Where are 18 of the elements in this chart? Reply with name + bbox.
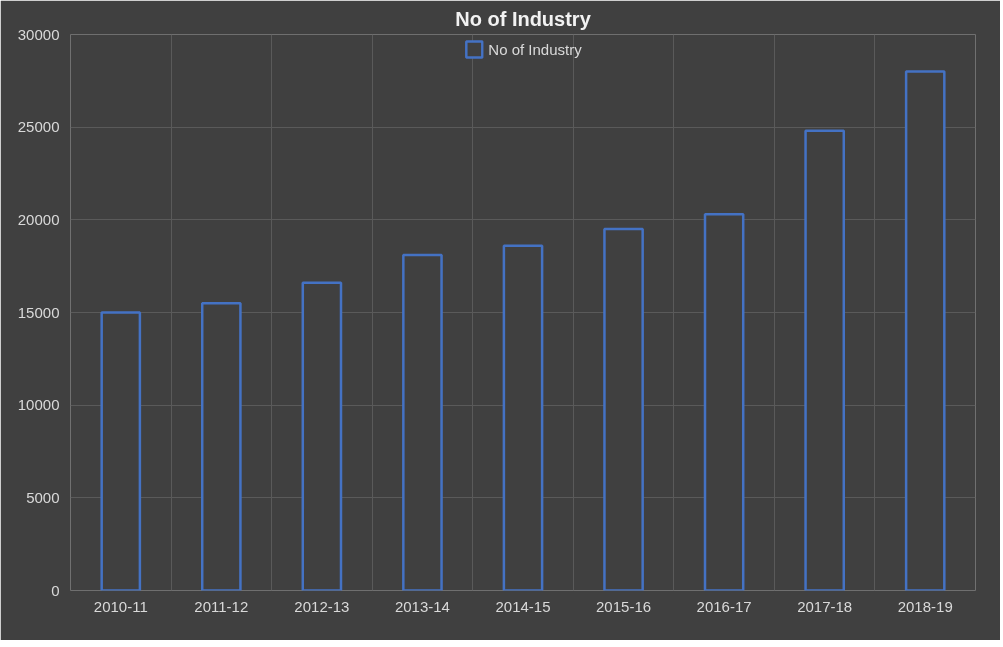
x-tick-label: 2012-13 — [294, 597, 350, 615]
x-tick-label: 2010-11 — [93, 597, 148, 615]
y-tick-label: 5000 — [26, 488, 60, 506]
x-tick-label: 2018-19 — [897, 597, 953, 615]
chart-title: No of Industry — [455, 7, 592, 30]
x-tick-label: 2017-18 — [797, 597, 853, 615]
y-tick-label: 25000 — [17, 118, 60, 136]
y-tick-label: 30000 — [17, 25, 60, 43]
x-tick-label: 2013-14 — [394, 597, 450, 615]
x-tick-label: 2015-16 — [596, 597, 652, 615]
y-tick-label: 15000 — [17, 303, 60, 321]
y-tick-label: 0 — [51, 581, 60, 599]
x-tick-label: 2016-17 — [696, 597, 752, 615]
legend-label: No of Industry — [488, 40, 582, 58]
y-tick-label: 20000 — [17, 210, 60, 228]
x-tick-label: 2014-15 — [495, 597, 551, 615]
y-tick-label: 10000 — [17, 396, 60, 414]
x-tick-label: 2011-12 — [194, 597, 249, 615]
